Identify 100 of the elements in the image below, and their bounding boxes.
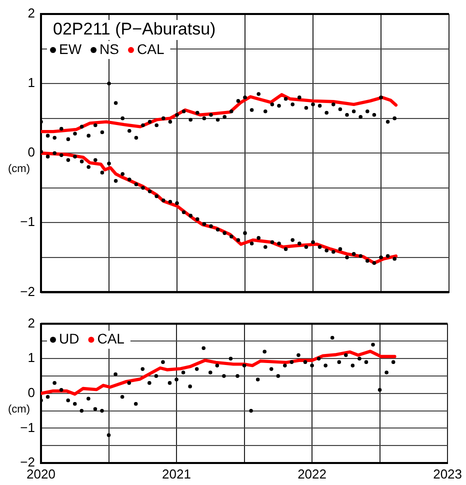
point [52, 151, 56, 155]
point [175, 112, 179, 117]
point [94, 158, 98, 162]
y-axis-title: (cm) [8, 163, 30, 176]
point [107, 162, 111, 166]
y-tick-label: 1 [28, 350, 35, 366]
point [60, 153, 64, 158]
x-tick-label: 2022 [298, 466, 326, 482]
point [243, 231, 247, 235]
point [154, 374, 158, 378]
legend-label: CAL [97, 330, 125, 347]
point [174, 378, 178, 382]
point [337, 360, 342, 364]
point [284, 247, 288, 251]
point [66, 137, 70, 142]
point [318, 104, 322, 108]
point [141, 123, 145, 128]
y-tick-label: 2 [28, 315, 35, 330]
point [277, 104, 281, 108]
point [366, 109, 370, 114]
point [175, 201, 179, 206]
point [100, 170, 104, 174]
point [114, 372, 118, 376]
point [148, 120, 152, 124]
point [250, 108, 254, 112]
point [352, 252, 356, 256]
point [304, 245, 308, 249]
point [386, 120, 390, 124]
point [358, 115, 362, 119]
point [46, 394, 50, 399]
point [120, 394, 124, 399]
point [46, 154, 50, 158]
point [283, 364, 287, 368]
y-tick-label: 0 [28, 144, 35, 160]
point [215, 364, 220, 368]
point [358, 254, 362, 258]
point [154, 194, 158, 198]
point [134, 402, 138, 406]
y-tick-label: −2 [20, 284, 35, 299]
point [236, 374, 240, 378]
point [80, 160, 84, 164]
point [209, 224, 213, 228]
point [73, 154, 77, 158]
point [182, 109, 186, 114]
point [332, 102, 336, 106]
point [290, 102, 294, 106]
point [208, 370, 212, 374]
point [256, 236, 260, 240]
point [182, 210, 186, 214]
point [230, 109, 234, 114]
point [371, 342, 375, 347]
point [114, 101, 118, 105]
point [120, 172, 124, 176]
point [66, 398, 70, 402]
y-tick-label: −1 [20, 420, 35, 435]
y-tick-label: −1 [20, 214, 35, 230]
point [338, 247, 342, 251]
point [134, 182, 138, 186]
point [202, 116, 206, 120]
point [250, 242, 254, 246]
point [256, 92, 260, 96]
point [59, 388, 64, 392]
point [141, 186, 145, 190]
legend-label: CAL [137, 40, 164, 57]
point [378, 388, 382, 392]
point [290, 238, 294, 242]
point [269, 367, 274, 371]
point [94, 123, 98, 128]
point [236, 99, 240, 103]
point [216, 228, 220, 232]
point [332, 250, 336, 254]
point [330, 336, 334, 340]
point [298, 96, 302, 100]
point [140, 367, 145, 371]
point [181, 370, 186, 374]
point [93, 407, 98, 411]
point [310, 364, 314, 368]
point [128, 178, 132, 182]
point [384, 370, 388, 374]
point [345, 112, 349, 117]
point [277, 242, 281, 246]
point [304, 106, 308, 110]
point [290, 360, 294, 364]
point [154, 123, 158, 128]
point [344, 353, 348, 358]
point [222, 374, 226, 378]
point [358, 356, 362, 360]
point [270, 240, 274, 244]
point [284, 96, 288, 101]
point [270, 102, 274, 106]
point [366, 259, 370, 263]
point [230, 234, 234, 238]
point [303, 360, 308, 364]
point [120, 116, 124, 120]
point [100, 408, 104, 413]
point [324, 110, 328, 115]
point [168, 200, 172, 204]
point [243, 96, 247, 100]
legend-label: NS [100, 40, 120, 57]
point [256, 378, 260, 382]
